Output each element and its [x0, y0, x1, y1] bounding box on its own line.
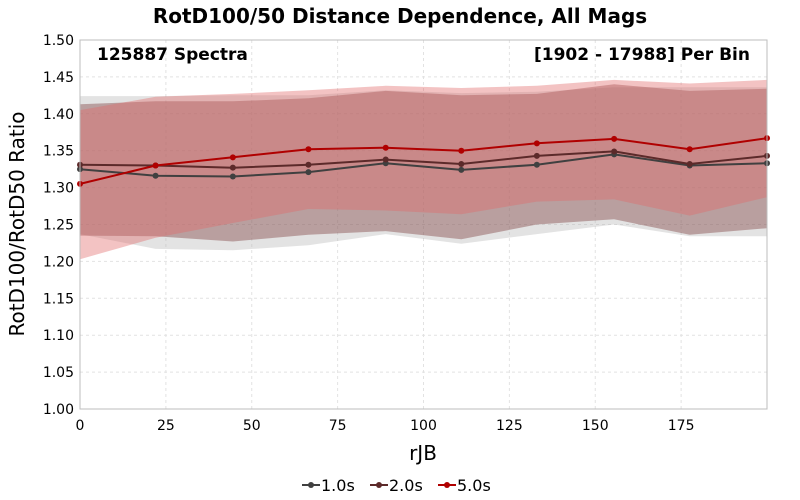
data-point-1.0s	[458, 166, 465, 173]
per-bin-annotation: [1902 - 17988] Per Bin	[534, 45, 750, 65]
data-point-5.0s	[382, 144, 389, 151]
spectra-count-annotation: 125887 Spectra	[97, 45, 248, 65]
y-axis-label: RotD100/RotD50 Ratio	[5, 111, 29, 336]
band-1.0s	[80, 87, 767, 251]
y-tick-label: 1.50	[43, 33, 74, 49]
data-point-2.0s	[229, 164, 236, 171]
legend-label-2.0s: 2.0s	[389, 476, 423, 495]
data-point-5.0s	[229, 154, 236, 161]
legend-marker-1.0s	[308, 482, 314, 488]
grid	[80, 40, 767, 409]
data-point-5.0s	[686, 146, 693, 153]
data-point-1.0s	[229, 173, 236, 180]
x-tick-label: 125	[496, 418, 523, 434]
chart-title: RotD100/50 Distance Dependence, All Mags	[153, 4, 647, 28]
x-axis-ticks: 0 25 50 75 100 125 150 175	[76, 418, 695, 434]
series-line-2.0s	[79, 150, 768, 169]
legend-marker-5.0s	[444, 482, 450, 488]
data-point-5.0s	[458, 147, 465, 154]
data-point-2.0s	[686, 160, 693, 167]
x-tick-label: 25	[157, 418, 175, 434]
confidence-bands	[80, 79, 767, 260]
legend: 1.0s 2.0s 5.0s	[302, 476, 491, 495]
plot-frame	[79, 39, 768, 410]
band-2.0s	[80, 84, 767, 242]
data-point-1.0s	[305, 169, 312, 176]
legend-label-1.0s: 1.0s	[321, 476, 355, 495]
y-tick-label: 1.05	[43, 365, 74, 381]
y-tick-label: 1.30	[43, 181, 74, 197]
x-tick-label: 50	[243, 418, 261, 434]
data-point-5.0s	[533, 140, 540, 147]
legend-marker-2.0s	[376, 482, 382, 488]
x-tick-label: 0	[76, 418, 85, 434]
y-tick-label: 1.25	[43, 218, 74, 234]
legend-label-5.0s: 5.0s	[457, 476, 491, 495]
y-tick-label: 1.40	[43, 107, 74, 123]
band-5.0s	[80, 79, 767, 260]
series-line-1.0s	[79, 153, 768, 178]
x-axis-label: rJB	[409, 441, 437, 465]
data-point-5.0s	[305, 146, 312, 153]
y-tick-label: 1.45	[43, 70, 74, 86]
x-tick-label: 100	[410, 418, 437, 434]
data-point-2.0s	[611, 148, 618, 155]
series-line-5.0s	[79, 137, 768, 185]
data-point-2.0s	[533, 152, 540, 159]
y-tick-label: 1.20	[43, 254, 74, 270]
data-point-5.0s	[152, 162, 159, 169]
x-tick-label: 175	[668, 418, 695, 434]
y-tick-label: 1.15	[43, 291, 74, 307]
data-point-2.0s	[458, 160, 465, 167]
data-point-2.0s	[305, 161, 312, 168]
x-tick-label: 75	[329, 418, 347, 434]
data-point-5.0s	[611, 135, 618, 142]
y-tick-label: 1.35	[43, 144, 74, 160]
data-point-2.0s	[382, 156, 389, 163]
series-lines	[77, 135, 770, 187]
y-axis-ticks: 1.00 1.05 1.10 1.15 1.20 1.25 1.30 1.35 1.40 1.45…	[43, 33, 74, 418]
y-tick-label: 1.10	[43, 328, 74, 344]
x-tick-label: 150	[582, 418, 609, 434]
y-tick-label: 1.00	[43, 402, 74, 418]
data-point-1.0s	[152, 172, 159, 179]
data-point-1.0s	[533, 161, 540, 168]
